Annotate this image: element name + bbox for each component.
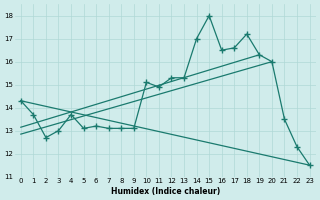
X-axis label: Humidex (Indice chaleur): Humidex (Indice chaleur): [111, 187, 220, 196]
